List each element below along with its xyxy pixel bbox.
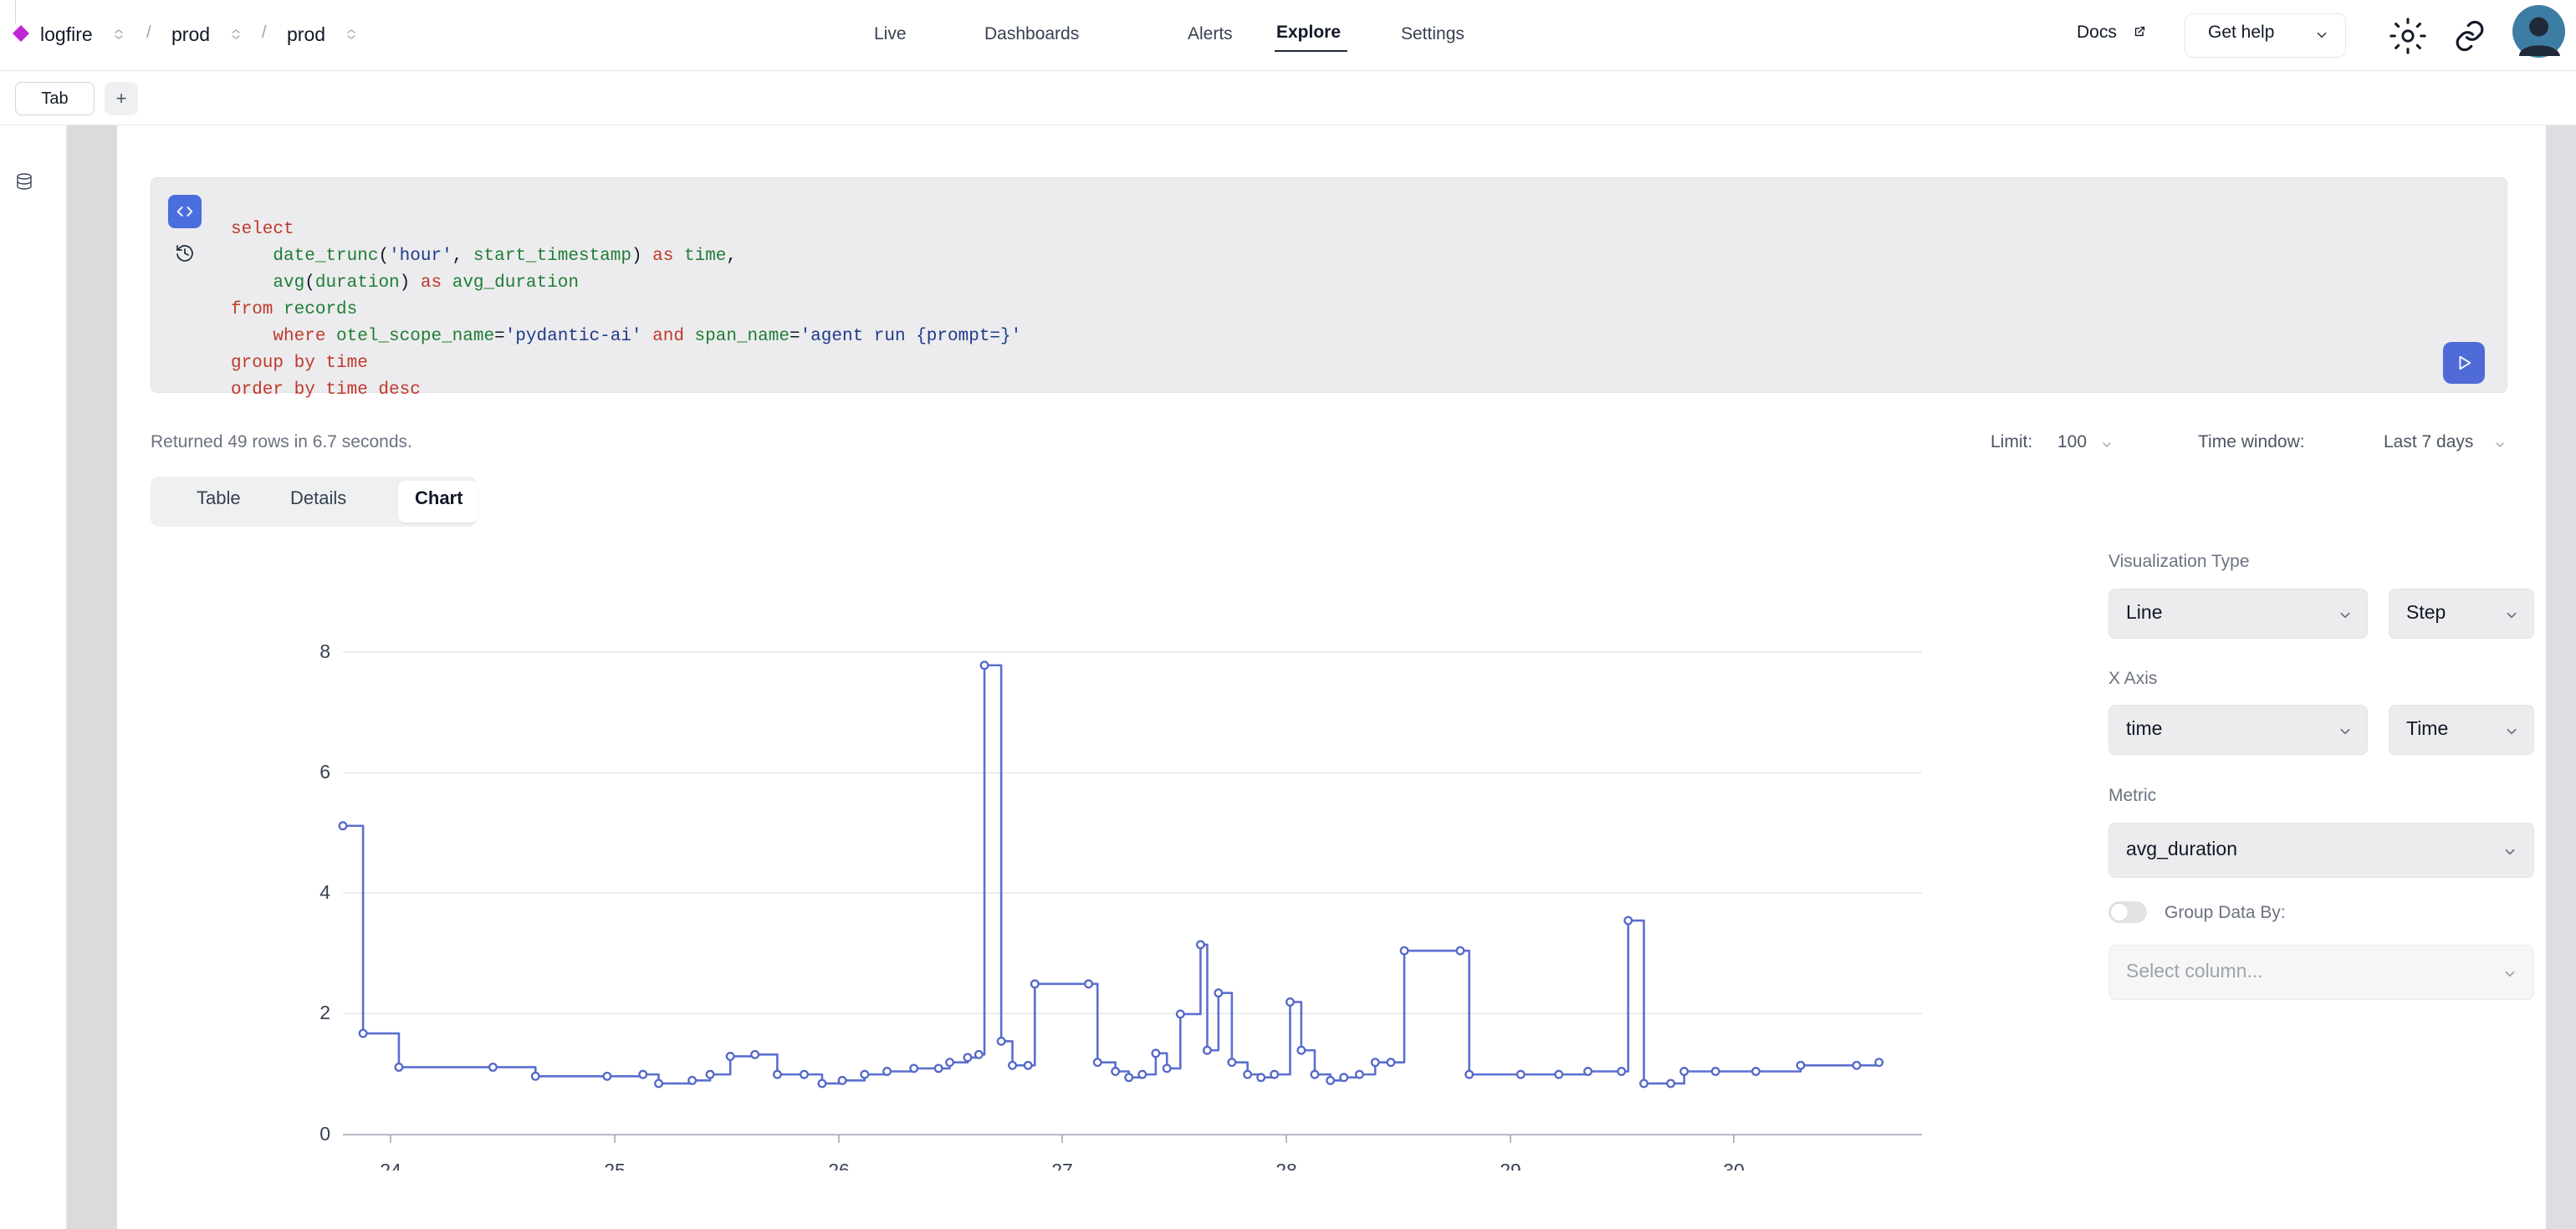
svg-text:30: 30 — [1723, 1160, 1745, 1170]
svg-text:29: 29 — [1500, 1160, 1521, 1170]
svg-text:24: 24 — [380, 1160, 401, 1170]
svg-text:28: 28 — [1275, 1160, 1297, 1170]
svg-text:27: 27 — [1051, 1160, 1073, 1170]
svg-text:8: 8 — [319, 640, 330, 662]
svg-text:6: 6 — [319, 761, 330, 783]
svg-text:4: 4 — [319, 881, 330, 903]
svg-text:2: 2 — [319, 1002, 330, 1023]
svg-text:25: 25 — [604, 1160, 626, 1170]
svg-text:0: 0 — [319, 1123, 330, 1145]
svg-text:26: 26 — [828, 1160, 850, 1170]
